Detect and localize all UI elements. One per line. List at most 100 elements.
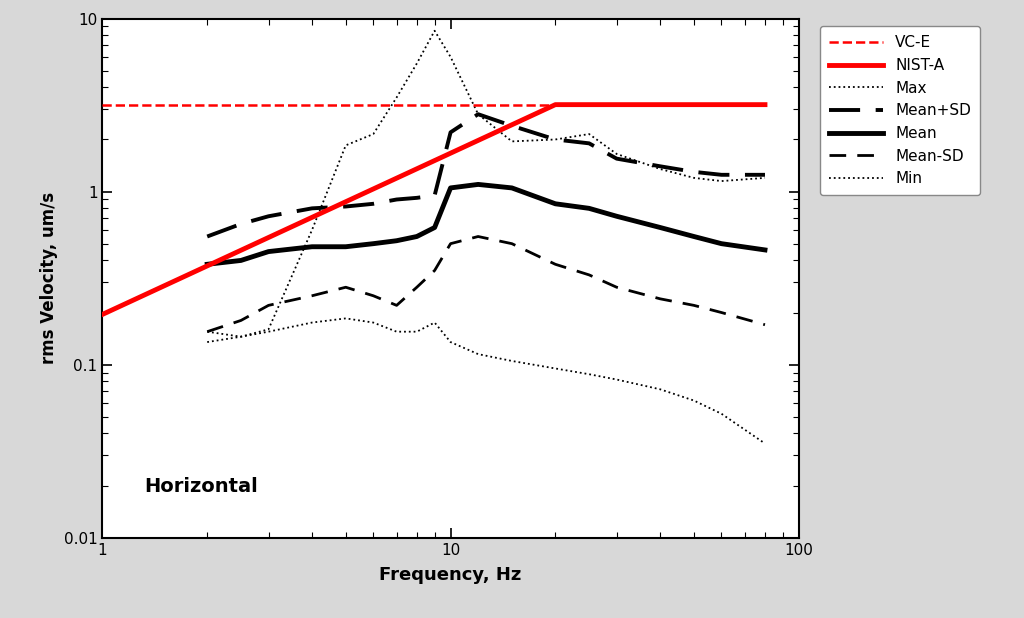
- Line: Mean+SD: Mean+SD: [207, 114, 765, 237]
- Mean-SD: [759, 321, 771, 328]
- Min: [262, 328, 274, 336]
- Min: [654, 386, 667, 393]
- Max: [716, 177, 728, 185]
- Mean+SD: [428, 192, 440, 199]
- Mean+SD: [716, 171, 728, 179]
- Mean: [390, 237, 402, 245]
- Max: [428, 27, 440, 35]
- Mean: [759, 246, 771, 253]
- Mean: [201, 261, 213, 268]
- Max: [340, 142, 352, 149]
- Mean-SD: [688, 302, 700, 309]
- Min: [428, 319, 440, 326]
- Mean+SD: [472, 111, 484, 118]
- Line: Mean: Mean: [207, 184, 765, 265]
- Mean-SD: [716, 309, 728, 316]
- Line: Mean-SD: Mean-SD: [207, 237, 765, 332]
- Mean-SD: [340, 284, 352, 291]
- Mean+SD: [506, 122, 518, 130]
- Max: [306, 226, 318, 234]
- Mean-SD: [549, 261, 561, 268]
- NIST-A: [759, 101, 771, 108]
- Mean: [654, 224, 667, 231]
- Mean+SD: [390, 196, 402, 203]
- Mean-SD: [368, 292, 380, 300]
- Mean: [716, 240, 728, 247]
- Min: [583, 371, 595, 378]
- Mean+SD: [444, 129, 457, 136]
- Mean: [234, 256, 247, 264]
- Mean: [262, 248, 274, 255]
- Max: [472, 111, 484, 118]
- Max: [262, 326, 274, 333]
- Mean: [411, 233, 423, 240]
- Min: [390, 328, 402, 336]
- Min: [759, 440, 771, 447]
- Max: [583, 130, 595, 138]
- Min: [306, 319, 318, 326]
- NIST-A: [549, 101, 561, 108]
- Mean: [306, 243, 318, 250]
- Max: [610, 150, 623, 158]
- Min: [368, 319, 380, 326]
- Mean+SD: [262, 213, 274, 220]
- Mean-SD: [306, 292, 318, 300]
- Mean-SD: [472, 233, 484, 240]
- Mean+SD: [201, 233, 213, 240]
- Max: [368, 130, 380, 138]
- Mean+SD: [654, 163, 667, 170]
- Mean: [444, 184, 457, 192]
- Mean: [472, 180, 484, 188]
- Min: [472, 350, 484, 358]
- Mean: [688, 233, 700, 240]
- Max: [688, 174, 700, 182]
- Mean-SD: [262, 302, 274, 309]
- Text: Horizontal: Horizontal: [144, 477, 258, 496]
- Line: Min: Min: [207, 318, 765, 444]
- Max: [759, 174, 771, 182]
- Min: [201, 339, 213, 346]
- Mean-SD: [610, 284, 623, 291]
- Mean+SD: [411, 194, 423, 201]
- Mean-SD: [234, 317, 247, 324]
- VC-E: [759, 101, 771, 108]
- Min: [234, 333, 247, 341]
- Line: Max: Max: [207, 31, 765, 337]
- Max: [444, 53, 457, 61]
- Mean: [428, 224, 440, 231]
- Mean: [340, 243, 352, 250]
- Mean-SD: [654, 295, 667, 303]
- Mean-SD: [583, 271, 595, 279]
- Mean-SD: [506, 240, 518, 247]
- Mean-SD: [444, 240, 457, 247]
- Max: [654, 166, 667, 173]
- Mean-SD: [201, 328, 213, 336]
- Mean: [549, 200, 561, 208]
- Mean+SD: [340, 203, 352, 210]
- Mean: [506, 184, 518, 192]
- Mean+SD: [759, 171, 771, 179]
- Max: [411, 60, 423, 67]
- X-axis label: Frequency, Hz: Frequency, Hz: [379, 566, 522, 584]
- Mean+SD: [583, 140, 595, 147]
- Max: [390, 94, 402, 101]
- Min: [716, 410, 728, 418]
- VC-E: [96, 101, 109, 108]
- Mean: [610, 213, 623, 220]
- Mean-SD: [390, 302, 402, 309]
- Max: [201, 328, 213, 336]
- Min: [506, 357, 518, 365]
- Line: NIST-A: NIST-A: [102, 104, 765, 315]
- Max: [549, 136, 561, 143]
- Mean+SD: [306, 205, 318, 212]
- Mean: [368, 240, 380, 247]
- Mean-SD: [428, 267, 440, 274]
- Y-axis label: rms Velocity, um/s: rms Velocity, um/s: [40, 192, 58, 364]
- Min: [610, 376, 623, 383]
- Mean+SD: [234, 220, 247, 227]
- Mean+SD: [549, 136, 561, 143]
- Mean+SD: [368, 200, 380, 208]
- Mean-SD: [411, 284, 423, 291]
- Max: [234, 333, 247, 341]
- Max: [506, 138, 518, 145]
